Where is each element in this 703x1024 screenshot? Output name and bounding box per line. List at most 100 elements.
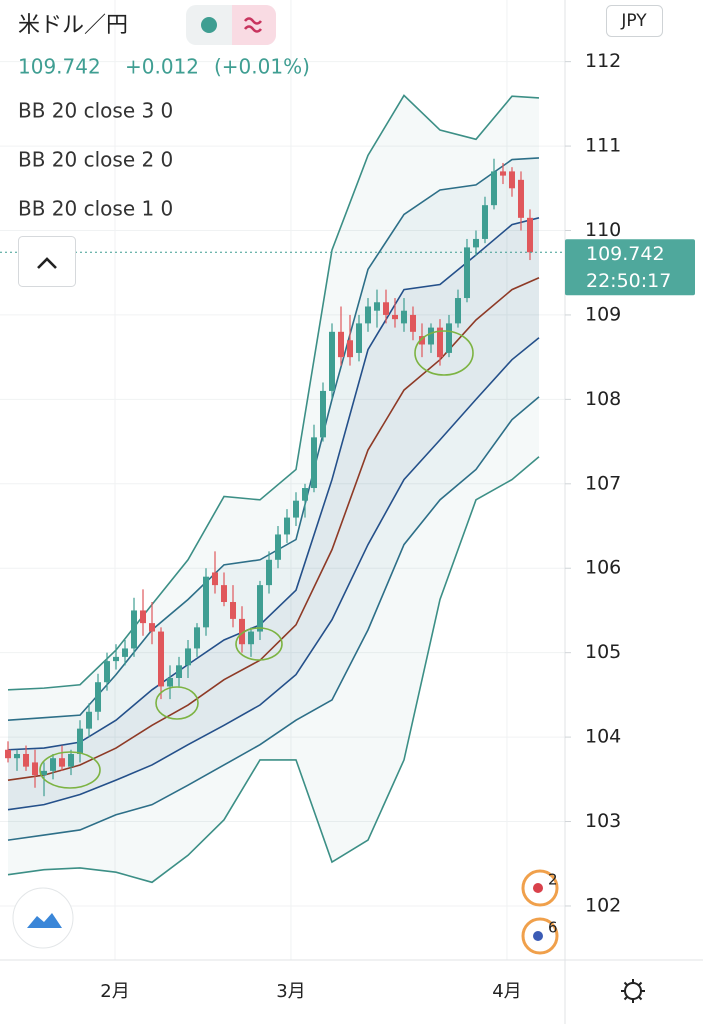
candle-body (454, 298, 461, 324)
candle-body (185, 648, 192, 666)
candle-body (239, 618, 246, 645)
gear-teeth (621, 979, 645, 1003)
band-fill (8, 157, 539, 841)
y-tick-label: 107 (585, 472, 621, 494)
candle-body (212, 572, 219, 586)
candle-body (499, 171, 506, 176)
indicator-toggle[interactable] (186, 5, 276, 45)
candle-body (319, 390, 326, 438)
legend-label: BB 20 close 1 0 (18, 197, 173, 221)
candle-body (355, 323, 362, 353)
annotation-circle (414, 330, 474, 376)
candle-body (490, 171, 497, 206)
y-tick-label: 102 (585, 894, 621, 916)
y-tick-label: 112 (585, 50, 621, 72)
candle-body (23, 753, 30, 767)
candle-body (59, 758, 66, 767)
candle-body (86, 711, 93, 729)
y-tick-label: 110 (585, 219, 621, 241)
candle-body (221, 585, 228, 603)
candle-body (77, 728, 84, 754)
candle-body (310, 437, 317, 489)
candle-body (292, 500, 299, 518)
change-pct: (+0.01%) (214, 55, 310, 79)
price-tag (565, 239, 695, 296)
toggle-wave (243, 17, 263, 33)
annotation-circle (39, 751, 101, 789)
y-tick-label: 111 (585, 135, 621, 157)
legend-label: BB 20 close 3 0 (18, 99, 173, 123)
currency-button[interactable]: JPY (606, 5, 663, 37)
event-count: 2 (548, 871, 558, 889)
y-tick-label: 108 (585, 388, 621, 410)
candle-body (122, 648, 129, 657)
candle-body (526, 217, 533, 253)
toggle-half (232, 5, 276, 45)
annotation-circle (235, 627, 283, 661)
candle-body (445, 323, 452, 353)
candle-body (131, 610, 138, 649)
candle-body (230, 602, 237, 619)
band-fill (8, 217, 539, 810)
candle-body (517, 179, 524, 218)
candle-body (472, 238, 479, 248)
candle-body (328, 331, 335, 391)
candle-body (113, 656, 120, 662)
candle-body (248, 631, 255, 645)
toggle-dot (201, 17, 217, 33)
candle-body (409, 314, 416, 332)
currency-label: JPY (620, 11, 647, 31)
y-tick-label: 106 (585, 557, 621, 579)
candle-body (275, 534, 282, 560)
logo-icon (27, 913, 62, 928)
candle-body (176, 665, 183, 678)
legend: BB 20 close 3 0 BB 20 close 2 0 BB 20 clos… (18, 99, 173, 221)
band-line (7, 217, 540, 751)
price-tag-countdown: 22:50:17 (586, 270, 671, 292)
candle-body (68, 753, 75, 767)
logo[interactable] (12, 887, 74, 949)
band-line (7, 337, 540, 811)
logo-bg (12, 887, 74, 949)
candle-body (257, 585, 264, 632)
plot (0, 0, 565, 960)
basis-line (7, 277, 540, 781)
candle-body (41, 770, 48, 776)
candle-body (337, 331, 344, 358)
candle-body (400, 310, 407, 324)
candle-body (418, 336, 425, 345)
candle-body (382, 302, 389, 315)
candle-body (266, 559, 273, 586)
candle-body (104, 661, 111, 683)
band-line (7, 94, 540, 691)
button-bg (18, 236, 76, 287)
annotation-circle (155, 686, 199, 720)
button-bg (606, 5, 663, 37)
candle-body (167, 677, 174, 687)
y-tick-label: 104 (585, 726, 621, 748)
candle-body (373, 302, 380, 311)
candle-body (158, 631, 165, 687)
candle-body (5, 749, 12, 759)
collapse-button[interactable] (18, 236, 76, 287)
last-price: 109.742 (18, 55, 101, 79)
legend-label: BB 20 close 2 0 (18, 148, 173, 172)
candle-body (427, 327, 434, 345)
x-tick-label: 4月 (492, 981, 521, 1002)
settings-button[interactable] (621, 979, 645, 1003)
candle-body (436, 327, 443, 358)
candle-body (301, 488, 308, 501)
event-dot (533, 883, 543, 893)
y-tick-label: 109 (585, 303, 621, 325)
candle-body (50, 758, 57, 771)
price-tag-value: 109.742 (586, 243, 665, 265)
candle-body (14, 753, 21, 759)
x-tick-label: 2月 (100, 981, 129, 1002)
candle-body (391, 314, 398, 320)
x-tick-label: 3月 (276, 981, 305, 1002)
candle-body (140, 610, 147, 624)
candle-body (194, 627, 201, 649)
candle-body (463, 247, 470, 299)
chart-title: 米ドル／円 (18, 13, 128, 38)
